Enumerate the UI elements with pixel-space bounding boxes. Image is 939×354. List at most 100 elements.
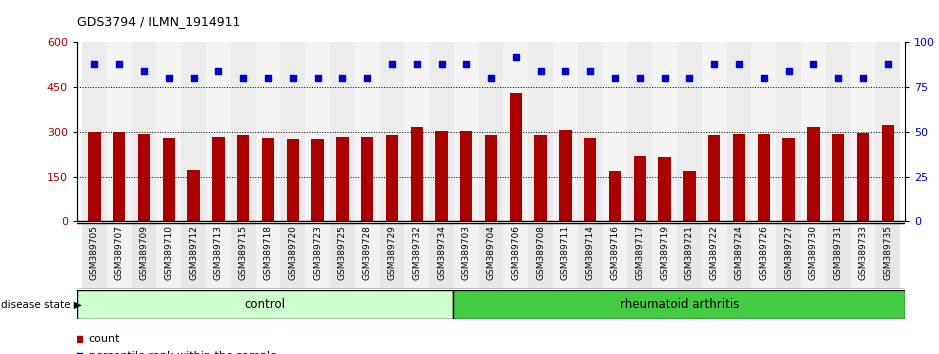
Bar <box>577 42 603 221</box>
Text: GSM389729: GSM389729 <box>388 225 396 280</box>
Bar <box>529 42 553 221</box>
Bar <box>454 223 479 289</box>
Point <box>236 75 251 81</box>
Point <box>881 61 896 67</box>
Bar <box>336 137 348 221</box>
Bar <box>751 42 777 221</box>
Bar <box>510 92 522 221</box>
Point <box>112 61 127 67</box>
Bar <box>808 126 820 221</box>
Bar <box>107 223 131 289</box>
Bar <box>410 127 423 221</box>
Point <box>583 68 598 74</box>
Point <box>781 68 796 74</box>
Bar <box>608 171 622 221</box>
Bar <box>436 131 448 221</box>
Point <box>211 68 226 74</box>
Text: GSM389720: GSM389720 <box>288 225 298 280</box>
Point <box>409 61 424 67</box>
Text: GSM389723: GSM389723 <box>313 225 322 280</box>
Bar <box>479 223 503 289</box>
Bar <box>460 131 472 221</box>
Text: disease state ▶: disease state ▶ <box>1 300 82 310</box>
Bar <box>429 223 454 289</box>
Bar <box>825 42 851 221</box>
Bar <box>355 42 379 221</box>
Bar <box>131 223 157 289</box>
Point <box>731 61 747 67</box>
Bar <box>157 42 181 221</box>
Bar <box>107 42 131 221</box>
Bar <box>281 223 305 289</box>
Point <box>558 68 573 74</box>
Bar <box>684 171 696 221</box>
Text: GSM389717: GSM389717 <box>636 225 644 280</box>
Point <box>484 75 499 81</box>
Text: GSM389734: GSM389734 <box>437 225 446 280</box>
Bar <box>286 139 299 221</box>
Point <box>508 54 523 59</box>
Bar <box>361 137 374 221</box>
Point <box>806 61 821 67</box>
Bar <box>212 137 224 221</box>
Point <box>459 61 474 67</box>
Point <box>831 75 846 81</box>
Text: control: control <box>245 298 285 311</box>
Point <box>136 68 151 74</box>
Text: GSM389731: GSM389731 <box>834 225 842 280</box>
Point <box>335 75 350 81</box>
Bar <box>88 132 100 221</box>
Bar <box>162 138 175 221</box>
Bar <box>113 132 125 221</box>
Text: GSM389724: GSM389724 <box>734 225 744 280</box>
Bar <box>534 135 546 221</box>
Bar <box>634 156 646 221</box>
Bar <box>801 42 825 221</box>
Bar <box>503 42 529 221</box>
Bar <box>701 42 727 221</box>
Bar <box>281 42 305 221</box>
Bar <box>777 42 801 221</box>
Bar <box>627 223 653 289</box>
Text: GSM389718: GSM389718 <box>264 225 272 280</box>
Bar <box>379 42 405 221</box>
Text: GSM389728: GSM389728 <box>362 225 372 280</box>
Text: GSM389726: GSM389726 <box>760 225 768 280</box>
Text: GSM389730: GSM389730 <box>809 225 818 280</box>
Text: GSM389708: GSM389708 <box>536 225 546 280</box>
Text: GSM389704: GSM389704 <box>486 225 496 280</box>
Bar <box>77 290 454 319</box>
Text: GSM389709: GSM389709 <box>140 225 148 280</box>
Point <box>384 61 399 67</box>
Bar <box>454 290 905 319</box>
Bar <box>429 42 454 221</box>
Bar <box>181 42 206 221</box>
Bar <box>653 223 677 289</box>
Bar <box>603 42 627 221</box>
Bar <box>560 130 572 221</box>
Text: GSM389707: GSM389707 <box>115 225 124 280</box>
Bar <box>727 223 751 289</box>
Bar <box>751 223 777 289</box>
Bar <box>188 170 200 221</box>
Bar <box>851 42 875 221</box>
Bar <box>758 134 770 221</box>
Text: GSM389703: GSM389703 <box>462 225 470 280</box>
Text: GSM389725: GSM389725 <box>338 225 346 280</box>
Bar <box>875 42 901 221</box>
Text: GSM389721: GSM389721 <box>685 225 694 280</box>
Point <box>608 75 623 81</box>
Point <box>86 61 101 67</box>
Bar <box>677 223 701 289</box>
Point <box>310 75 325 81</box>
Text: count: count <box>89 334 120 344</box>
Bar <box>379 223 405 289</box>
Bar <box>553 223 577 289</box>
Bar <box>255 42 281 221</box>
Text: rheumatoid arthritis: rheumatoid arthritis <box>620 298 739 311</box>
Bar <box>386 135 398 221</box>
Text: GSM389710: GSM389710 <box>164 225 173 280</box>
Text: GSM389706: GSM389706 <box>512 225 520 280</box>
Bar <box>231 223 255 289</box>
Text: GSM389722: GSM389722 <box>710 225 718 280</box>
